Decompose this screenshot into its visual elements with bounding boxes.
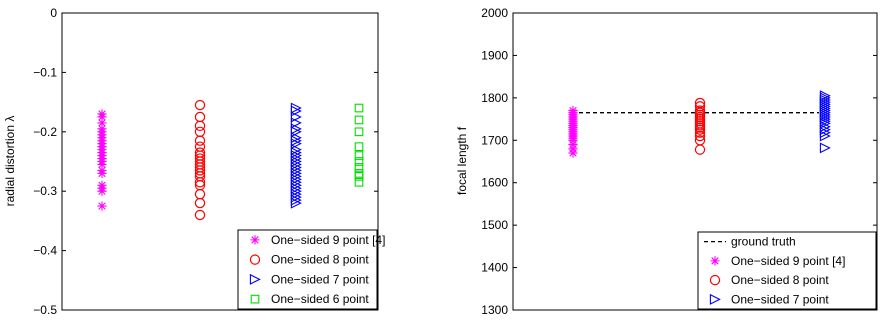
y-tick-label: −0.2 xyxy=(33,125,57,139)
data-point-triangle-right xyxy=(290,197,302,209)
legend-entry: One−sided 9 point [4] xyxy=(710,254,845,268)
y-tick-label: −0.4 xyxy=(33,244,57,258)
data-point-circle xyxy=(694,105,706,116)
y-tick-label: 1900 xyxy=(481,48,508,62)
data-point-circle xyxy=(194,197,206,209)
data-point-square xyxy=(354,103,364,113)
data-point-circle xyxy=(694,135,706,146)
data-point-square xyxy=(354,172,364,181)
plot-area-frame xyxy=(61,12,379,311)
data-points xyxy=(568,90,831,158)
data-point-circle xyxy=(694,97,706,109)
data-point-circle xyxy=(694,130,706,142)
data-point-circle xyxy=(194,209,206,221)
y-axis-ticks: 0 −0.1 −0.2 −0.3 −0.4 −0.5 xyxy=(33,6,378,317)
legend-marker-triangle-right xyxy=(249,273,261,285)
legend-entry: One−sided 6 point xyxy=(250,292,369,306)
legend-marker-circle xyxy=(709,274,721,286)
data-point-asterisk xyxy=(97,159,107,170)
legend-label: One−sided 9 point [4] xyxy=(731,254,845,268)
series-triangle-right xyxy=(819,90,831,154)
data-point-triangle-right xyxy=(290,111,302,123)
legend-marker-asterisk xyxy=(710,256,720,266)
data-point-triangle-right xyxy=(290,138,302,150)
data-point-triangle-right xyxy=(290,126,302,138)
legend-label: One−sided 7 point xyxy=(271,272,369,286)
legend-entry: One−sided 7 point xyxy=(709,292,829,306)
data-point-asterisk xyxy=(97,168,107,178)
legend-label: One−sided 7 point xyxy=(731,292,829,306)
data-point-circle xyxy=(194,120,206,132)
legend-box xyxy=(237,229,378,310)
y-tick-label: 1400 xyxy=(481,261,508,275)
legend-label: One−sided 8 point xyxy=(271,253,369,267)
data-point-circle xyxy=(694,144,706,155)
data-point-circle xyxy=(194,135,206,146)
legend-entry: One−sided 8 point xyxy=(709,273,829,287)
y-tick-label: 1300 xyxy=(481,303,508,317)
series-triangle-right xyxy=(290,102,302,209)
data-point-square xyxy=(354,163,364,172)
data-point-square xyxy=(354,151,364,160)
data-point-square xyxy=(354,127,364,137)
data-points xyxy=(97,99,364,221)
data-point-circle xyxy=(194,177,206,188)
plot-area-frame xyxy=(512,12,878,311)
series-circle xyxy=(694,97,706,155)
y-tick-label: 0 xyxy=(50,6,57,20)
y-axis-label: focal length f xyxy=(455,126,469,195)
data-point-asterisk xyxy=(97,112,107,122)
legend: ground truth One−sided 9 point [4] One−sid… xyxy=(697,231,877,310)
legend-entry: ground truth xyxy=(704,235,796,249)
series-asterisk xyxy=(568,105,578,158)
data-point-asterisk xyxy=(97,186,107,196)
data-point-triangle-right xyxy=(819,142,831,154)
series-circle xyxy=(194,99,206,221)
legend-marker-asterisk xyxy=(250,235,260,245)
legend-label: ground truth xyxy=(731,235,796,249)
data-point-asterisk xyxy=(97,201,107,211)
legend-label: One−sided 8 point xyxy=(731,273,829,287)
y-tick-label: 1600 xyxy=(481,176,508,190)
data-point-asterisk xyxy=(568,105,578,116)
y-tick-label: 2000 xyxy=(481,6,508,20)
legend-entry: One−sided 8 point xyxy=(249,253,369,267)
data-point-square xyxy=(354,157,364,166)
y-tick-label: 1700 xyxy=(481,133,508,147)
data-point-circle xyxy=(194,165,206,176)
data-point-asterisk xyxy=(97,118,107,128)
data-point-circle xyxy=(194,99,206,111)
data-point-circle xyxy=(694,101,706,112)
legend-marker-square xyxy=(250,294,260,304)
legend-label: One−sided 6 point xyxy=(271,292,369,306)
legend-entry: One−sided 7 point xyxy=(249,272,369,286)
legend-marker-triangle-right xyxy=(709,293,721,305)
data-point-circle xyxy=(194,126,206,138)
data-point-triangle-right xyxy=(290,117,302,129)
legend-label: One−sided 9 point [4] xyxy=(271,233,385,247)
data-point-triangle-right xyxy=(290,105,302,117)
legend-entry: One−sided 9 point [4] xyxy=(250,233,385,247)
data-point-square xyxy=(354,142,364,152)
data-point-circle xyxy=(194,188,206,200)
data-point-circle xyxy=(194,111,206,123)
y-axis-label: radial distortion λ xyxy=(3,116,17,207)
legend-box xyxy=(697,231,877,310)
radial-distortion-chart: 0 −0.1 −0.2 −0.3 −0.4 −0.5 radial distortion … xyxy=(3,6,385,317)
y-tick-label: −0.3 xyxy=(33,184,57,198)
y-tick-label: −0.5 xyxy=(33,303,57,317)
data-point-square xyxy=(354,177,364,187)
y-axis-ticks: 1300 1400 1500 1600 1700 1800 1900 2000 xyxy=(481,6,877,317)
data-point-triangle-right xyxy=(819,90,831,102)
series-square xyxy=(354,103,364,187)
series-asterisk xyxy=(97,109,107,211)
y-tick-label: −0.1 xyxy=(33,65,57,79)
y-tick-label: 1500 xyxy=(481,218,508,232)
legend: One−sided 9 point [4] One−sided 8 point On… xyxy=(237,229,385,310)
data-point-square xyxy=(354,115,364,125)
focal-length-chart: 1300 1400 1500 1600 1700 1800 1900 2000 focal l… xyxy=(455,6,878,317)
legend-marker-circle xyxy=(249,254,261,265)
y-tick-label: 1800 xyxy=(481,91,508,105)
